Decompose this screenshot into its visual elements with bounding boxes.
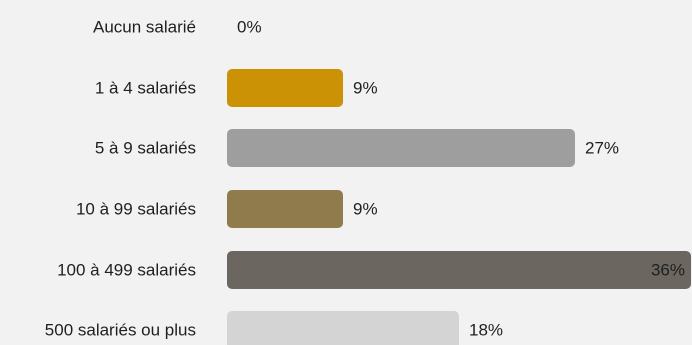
value-label-5: 18% bbox=[469, 321, 503, 340]
bar-2 bbox=[227, 129, 575, 167]
category-label-5: 500 salariés ou plus bbox=[45, 321, 196, 340]
category-labels: Aucun salarié 1 à 4 salariés 5 à 9 salarié… bbox=[45, 18, 196, 340]
bar-3 bbox=[227, 190, 343, 228]
value-label-2: 27% bbox=[585, 139, 619, 158]
value-label-1: 9% bbox=[353, 79, 378, 98]
value-label-3: 9% bbox=[353, 200, 378, 219]
value-labels: 0% 9% 27% 9% 36% 18% bbox=[237, 18, 685, 340]
category-label-2: 5 à 9 salariés bbox=[95, 139, 196, 158]
bars-layer bbox=[227, 69, 691, 345]
bar-4 bbox=[227, 251, 691, 289]
category-label-0: Aucun salarié bbox=[93, 18, 196, 37]
bar-5 bbox=[227, 311, 459, 345]
category-label-4: 100 à 499 salariés bbox=[57, 261, 196, 280]
category-label-1: 1 à 4 salariés bbox=[95, 79, 196, 98]
bar-1 bbox=[227, 69, 343, 107]
value-label-0: 0% bbox=[237, 18, 262, 37]
value-label-4: 36% bbox=[651, 261, 685, 280]
category-label-3: 10 à 99 salariés bbox=[76, 200, 196, 219]
